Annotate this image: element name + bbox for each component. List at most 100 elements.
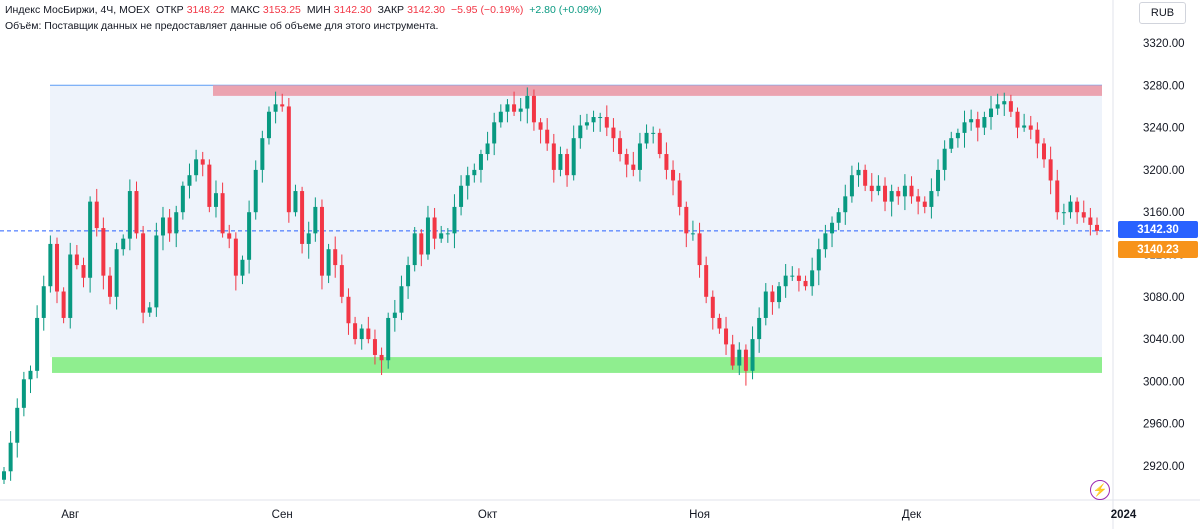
- candle-body: [472, 169, 477, 176]
- y-tick-label: 3000.00: [1143, 376, 1185, 388]
- candle-body: [651, 132, 656, 134]
- candle-body: [1048, 159, 1053, 181]
- x-tick-label: Дек: [902, 509, 922, 521]
- candle-body: [830, 222, 835, 234]
- candle-body: [876, 185, 881, 192]
- candle-body: [671, 169, 676, 181]
- candle-body: [922, 201, 927, 207]
- change-value: −5.95 (−0.19%): [450, 4, 524, 16]
- candle-body: [962, 122, 967, 133]
- currency-button[interactable]: RUB: [1139, 2, 1186, 24]
- candle-body: [631, 164, 636, 170]
- candle-body: [995, 104, 1000, 109]
- candle-body: [863, 169, 868, 186]
- candle-body: [916, 196, 921, 202]
- candle-body: [1081, 212, 1086, 218]
- candle-body: [936, 169, 941, 192]
- high-value: 3153.25: [262, 4, 301, 16]
- candle-body: [432, 217, 437, 239]
- candle-body: [1028, 125, 1033, 130]
- candle-body: [545, 129, 550, 144]
- support-zone: [52, 357, 1102, 373]
- candle-body: [74, 254, 79, 266]
- candle-body: [1061, 212, 1066, 214]
- x-tick-label: Авг: [61, 509, 79, 521]
- candle-body: [803, 280, 808, 287]
- candle-body: [180, 185, 185, 213]
- candle-body: [796, 275, 801, 281]
- candle-body: [233, 238, 238, 276]
- candle-body: [452, 206, 457, 234]
- resistance-zone: [213, 85, 1102, 96]
- x-tick-label: Ноя: [689, 509, 710, 521]
- candle-body: [1095, 224, 1099, 231]
- candle-body: [8, 442, 13, 472]
- candle-body: [54, 243, 59, 292]
- candle-body: [253, 169, 258, 213]
- candle-body: [1075, 201, 1080, 213]
- extra-change-value: +2.80 (+0.09%): [529, 4, 602, 16]
- candle-body: [989, 108, 994, 118]
- candle-body: [372, 339, 377, 355]
- candle-body: [478, 154, 483, 170]
- candle-body: [657, 132, 662, 155]
- candle-body: [823, 233, 828, 250]
- candle-body: [213, 193, 218, 207]
- candle-body: [266, 111, 271, 139]
- tradingview-bolt-icon[interactable]: ⚡: [1090, 480, 1110, 500]
- candle-body: [604, 117, 609, 128]
- candle-body: [286, 106, 291, 213]
- candle-body: [618, 138, 623, 155]
- candle-body: [326, 249, 331, 276]
- secondary-price-label: 3140.23: [1118, 241, 1198, 258]
- candle-body: [889, 191, 894, 202]
- candle-body: [949, 138, 954, 149]
- candle-body: [1008, 101, 1013, 112]
- candle-body: [571, 138, 576, 176]
- range-rectangle: [50, 85, 1102, 358]
- candle-body: [392, 312, 397, 318]
- volume-note: Объём: Поставщик данных не предоставляет…: [5, 20, 439, 32]
- y-tick-label: 3160.00: [1143, 207, 1185, 219]
- candle-body: [558, 154, 563, 170]
- candle-body: [425, 217, 430, 255]
- last-price-label: 3142.30: [1118, 221, 1198, 238]
- candle-body: [227, 233, 232, 239]
- candle-body: [127, 191, 132, 239]
- close-value: 3142.30: [407, 4, 446, 16]
- candle-body: [982, 117, 987, 128]
- candle-body: [856, 169, 861, 176]
- candle-body: [677, 180, 682, 207]
- candle-body: [220, 193, 225, 234]
- candle-body: [684, 206, 689, 234]
- candle-body: [200, 159, 205, 165]
- candle-body: [611, 127, 616, 139]
- candle-body: [399, 286, 404, 313]
- candle-body: [743, 349, 748, 371]
- candle-body: [896, 191, 901, 197]
- y-tick-label: 3040.00: [1143, 334, 1185, 346]
- candle-body: [730, 344, 735, 366]
- candle-body: [538, 122, 543, 130]
- candle-body: [386, 317, 391, 361]
- candle-body: [498, 111, 503, 123]
- candle-body: [94, 201, 99, 229]
- candle-body: [883, 185, 888, 202]
- candle-body: [114, 249, 119, 297]
- candle-body: [836, 212, 841, 223]
- candle-body: [717, 317, 722, 329]
- candle-body: [121, 238, 126, 250]
- candle-body: [750, 339, 755, 371]
- candle-body: [790, 275, 795, 277]
- candle-body: [783, 275, 788, 287]
- y-tick-label: 2920.00: [1143, 461, 1185, 473]
- candle-body: [346, 296, 351, 324]
- high-label: МАКС: [230, 4, 260, 16]
- candle-body: [512, 104, 517, 112]
- candle-body: [942, 148, 947, 170]
- candle-body: [68, 254, 73, 318]
- candle-body: [240, 259, 245, 276]
- candle-body: [439, 233, 444, 239]
- candle-body: [1002, 101, 1007, 105]
